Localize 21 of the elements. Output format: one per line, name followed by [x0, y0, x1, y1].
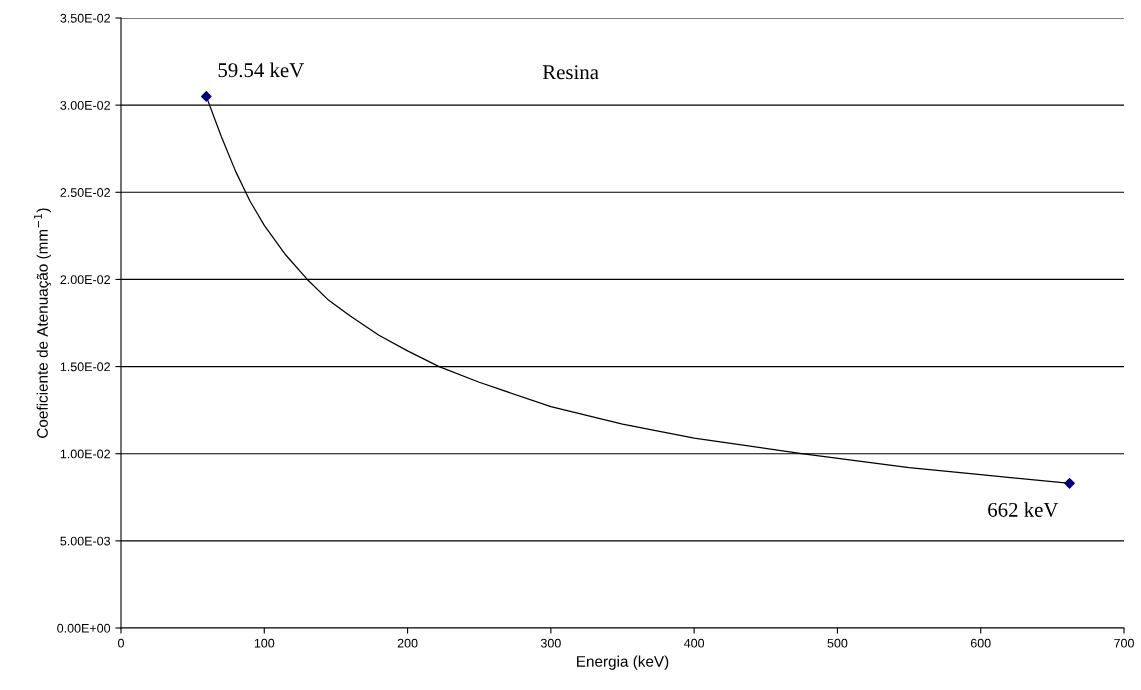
- x-axis-title: Energia (keV): [577, 655, 669, 670]
- y-tick-label: 1.00E-02: [60, 449, 110, 459]
- annotation: 662 keV: [988, 502, 1059, 517]
- y-tick-label: 3.50E-02: [60, 13, 110, 23]
- x-tick-label: 600: [970, 638, 991, 648]
- y-tick-label: 0.00E+00: [57, 623, 111, 633]
- x-tick-label: 400: [684, 638, 705, 648]
- x-tick-label: 700: [1114, 638, 1134, 648]
- x-tick-label: 200: [397, 638, 418, 648]
- x-tick-label: 500: [827, 638, 848, 648]
- y-tick-label: 1.50E-02: [60, 362, 110, 372]
- y-tick-label: 5.00E-03: [60, 536, 111, 546]
- y-tick-label: 2.00E-02: [60, 275, 110, 285]
- x-tick-label: 300: [540, 638, 561, 648]
- y-axis-title: Coeficiente de Atenuação (mm$^{−1}$): [34, 208, 51, 438]
- x-tick-label: 0: [118, 638, 124, 648]
- annotation: Resina: [542, 65, 599, 80]
- annotation: 59.54 keV: [218, 62, 304, 78]
- y-tick-label: 3.00E-02: [60, 100, 110, 110]
- x-tick-label: 100: [254, 638, 275, 648]
- y-tick-label: 2.50E-02: [60, 188, 110, 197]
